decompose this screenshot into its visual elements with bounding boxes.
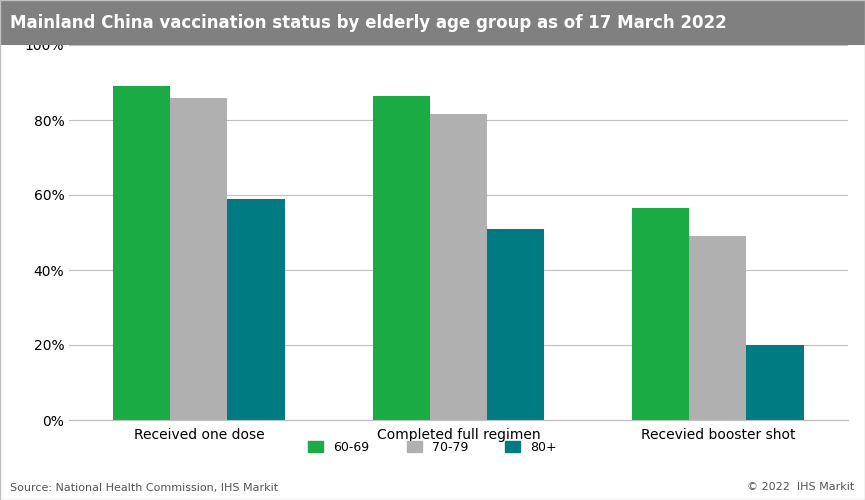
- Bar: [487, 229, 544, 420]
- Bar: [430, 114, 487, 420]
- Bar: [227, 198, 285, 420]
- Bar: [689, 236, 746, 420]
- Bar: [746, 345, 804, 420]
- Bar: [170, 98, 227, 420]
- Text: Source: National Health Commission, IHS Markit: Source: National Health Commission, IHS …: [10, 482, 279, 492]
- Text: Mainland China vaccination status by elderly age group as of 17 March 2022: Mainland China vaccination status by eld…: [10, 14, 727, 32]
- Bar: [373, 96, 430, 420]
- Legend: 60-69, 70-79, 80+: 60-69, 70-79, 80+: [308, 441, 557, 454]
- Bar: [632, 208, 689, 420]
- Bar: [113, 86, 170, 420]
- Text: © 2022  IHS Markit: © 2022 IHS Markit: [747, 482, 855, 492]
